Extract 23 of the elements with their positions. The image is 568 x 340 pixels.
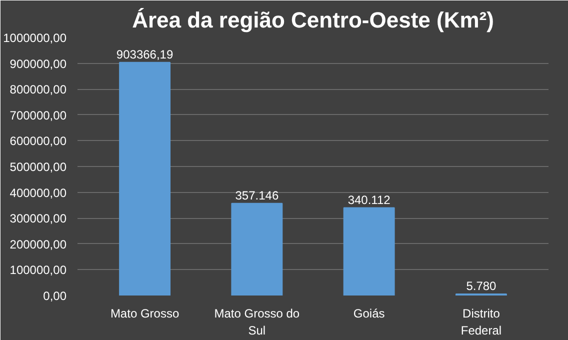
x-tick-label: Mato Grosso: [110, 306, 180, 320]
y-tick-label: 500000,00: [10, 160, 67, 174]
y-tick-label: 900000,00: [10, 56, 67, 71]
bar: [119, 62, 171, 296]
y-tick-label: 200000,00: [10, 237, 67, 252]
bar: [231, 202, 283, 296]
chart-title: Área da região Centro-Oeste (Km²): [132, 8, 494, 32]
data-label: 340.112: [348, 192, 391, 207]
y-tick-label: 700000,00: [10, 108, 67, 122]
y-tick-label: 1000000,00: [3, 31, 67, 45]
y-tick-label: 300000,00: [10, 212, 67, 226]
x-tick-label: Mato Grosso do Sul: [214, 306, 300, 338]
data-label: 903366,19: [116, 47, 174, 62]
y-tick-label: 800000,00: [10, 82, 67, 97]
y-tick-label: 0,00: [43, 289, 67, 303]
y-tick-label: 600000,00: [10, 134, 67, 148]
data-label: 5.780: [466, 279, 497, 294]
data-label: 357.146: [235, 188, 279, 202]
y-tick-label: 400000,00: [10, 186, 67, 200]
y-tick-label: 100000,00: [10, 263, 67, 278]
x-tick-label: Goiás: [353, 306, 385, 320]
x-tick-label: Distrito Federal: [460, 306, 502, 338]
bar: [343, 207, 395, 296]
